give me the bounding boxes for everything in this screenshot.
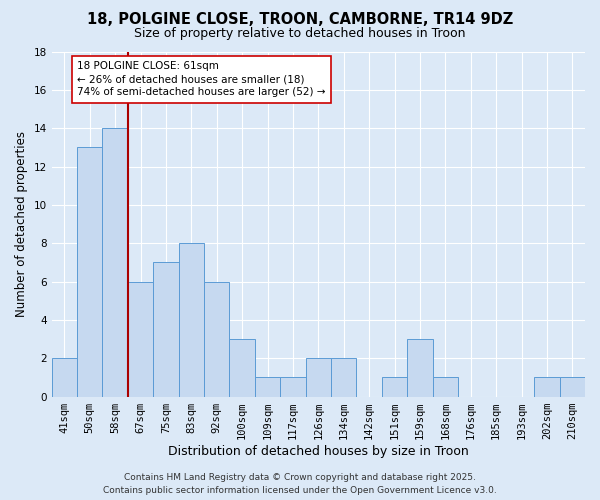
Bar	[407, 339, 433, 396]
Bar	[382, 378, 407, 396]
Text: Contains HM Land Registry data © Crown copyright and database right 2025.
Contai: Contains HM Land Registry data © Crown c…	[103, 474, 497, 495]
Bar	[331, 358, 356, 397]
Bar	[204, 282, 229, 397]
Bar	[103, 128, 128, 396]
X-axis label: Distribution of detached houses by size in Troon: Distribution of detached houses by size …	[168, 444, 469, 458]
Bar	[433, 378, 458, 396]
Bar	[52, 358, 77, 397]
Text: 18, POLGINE CLOSE, TROON, CAMBORNE, TR14 9DZ: 18, POLGINE CLOSE, TROON, CAMBORNE, TR14…	[87, 12, 513, 28]
Bar	[305, 358, 331, 397]
Bar	[128, 282, 153, 397]
Bar	[255, 378, 280, 396]
Bar	[153, 262, 179, 396]
Y-axis label: Number of detached properties: Number of detached properties	[15, 131, 28, 317]
Text: Size of property relative to detached houses in Troon: Size of property relative to detached ho…	[134, 28, 466, 40]
Bar	[229, 339, 255, 396]
Bar	[534, 378, 560, 396]
Bar	[77, 148, 103, 396]
Bar	[280, 378, 305, 396]
Bar	[179, 243, 204, 396]
Text: 18 POLGINE CLOSE: 61sqm
← 26% of detached houses are smaller (18)
74% of semi-de: 18 POLGINE CLOSE: 61sqm ← 26% of detache…	[77, 61, 326, 98]
Bar	[560, 378, 585, 396]
